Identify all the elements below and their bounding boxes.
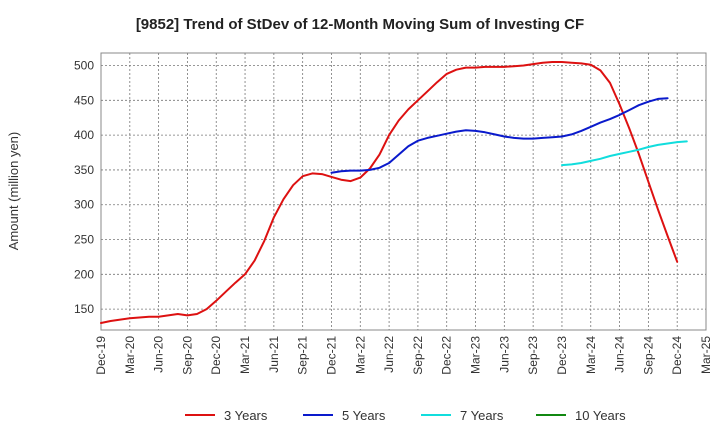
x-tick-label: Mar-23 bbox=[469, 336, 483, 374]
x-tick-label: Jun-24 bbox=[613, 336, 627, 373]
y-tick-label: 450 bbox=[74, 93, 94, 107]
x-tick-label: Dec-19 bbox=[94, 336, 108, 375]
y-axis-ticks: 150 200 250 300 350 400 450 500 bbox=[74, 59, 94, 317]
chart-title: [9852] Trend of StDev of 12-Month Moving… bbox=[136, 16, 584, 33]
grid-lines bbox=[101, 53, 706, 330]
series-lines bbox=[100, 61, 688, 324]
x-tick-label: Mar-22 bbox=[353, 336, 367, 374]
x-tick-label: Sep-20 bbox=[180, 336, 194, 375]
legend-label: 7 Years bbox=[460, 408, 504, 423]
y-tick-label: 150 bbox=[74, 302, 94, 316]
legend-label: 5 Years bbox=[342, 408, 386, 423]
x-tick-label: Sep-22 bbox=[411, 336, 425, 375]
y-tick-label: 350 bbox=[74, 163, 94, 177]
x-tick-label: Sep-21 bbox=[296, 336, 310, 375]
legend-label: 10 Years bbox=[575, 408, 626, 423]
x-tick-label: Mar-25 bbox=[699, 336, 713, 374]
series-line-5-years bbox=[330, 97, 669, 174]
x-tick-label: Mar-21 bbox=[238, 336, 252, 374]
legend-label: 3 Years bbox=[224, 408, 268, 423]
x-tick-label: Dec-20 bbox=[209, 336, 223, 375]
x-tick-label: Dec-23 bbox=[555, 336, 569, 375]
x-tick-label: Mar-24 bbox=[584, 336, 598, 374]
y-tick-label: 250 bbox=[74, 233, 94, 247]
x-tick-label: Sep-24 bbox=[641, 336, 655, 375]
x-tick-label: Dec-21 bbox=[324, 336, 338, 375]
x-axis-ticks: Dec-19 Mar-20 Jun-20 Sep-20 Dec-20 Mar-21 Jun-… bbox=[94, 336, 713, 375]
legend: 3 Years 5 Years 7 Years 10 Years bbox=[185, 408, 626, 423]
series-line-3-years bbox=[100, 61, 679, 324]
x-tick-label: Jun-20 bbox=[152, 336, 166, 373]
y-axis-label: Amount (million yen) bbox=[6, 132, 21, 251]
x-tick-label: Jun-22 bbox=[382, 336, 396, 373]
x-tick-label: Jun-21 bbox=[267, 336, 281, 373]
x-tick-label: Jun-23 bbox=[497, 336, 511, 373]
y-tick-label: 300 bbox=[74, 198, 94, 212]
x-tick-label: Dec-22 bbox=[440, 336, 454, 375]
series-line-7-years bbox=[561, 140, 688, 167]
x-tick-label: Sep-23 bbox=[526, 336, 540, 375]
plot-area bbox=[100, 52, 707, 331]
x-tick-label: Mar-20 bbox=[123, 336, 137, 374]
y-tick-label: 200 bbox=[74, 267, 94, 281]
x-tick-label: Dec-24 bbox=[670, 336, 684, 375]
y-tick-label: 500 bbox=[74, 59, 94, 73]
y-tick-label: 400 bbox=[74, 128, 94, 142]
